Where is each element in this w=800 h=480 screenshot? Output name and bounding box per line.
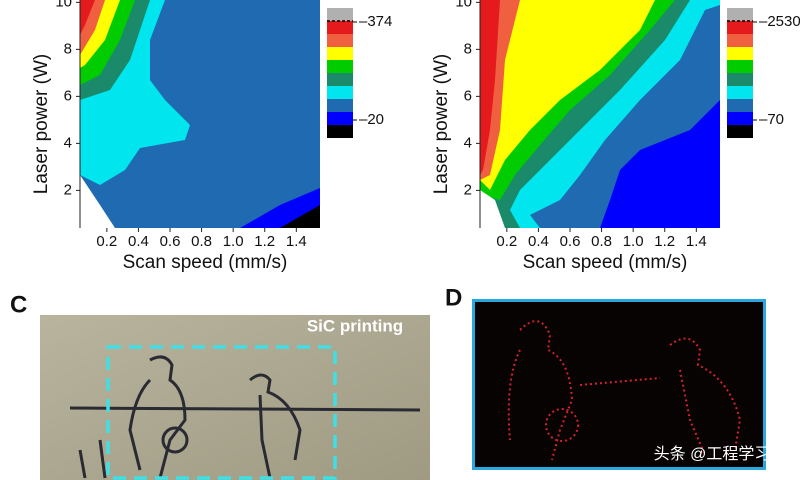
colorbar-swatch — [327, 47, 353, 60]
colorbar-swatch — [727, 60, 753, 73]
contour-map — [80, 0, 320, 228]
y-tick-label: 6 — [64, 87, 72, 104]
colorbar-swatch — [327, 60, 353, 73]
y-axis-label: Laser power (W) — [431, 54, 452, 194]
x-tick-label: 0.6 — [560, 233, 581, 250]
colorbar-swatch — [727, 47, 753, 60]
colorbar-swatch — [327, 99, 353, 112]
colorbar-swatch — [327, 86, 353, 99]
defect-map — [507, 320, 742, 461]
colorbar-swatch — [727, 125, 753, 138]
contour-map — [480, 0, 720, 228]
sketch — [69, 355, 421, 479]
x-axis-label: Scan speed (mm/s) — [123, 252, 288, 273]
x-tick-label: 0.6 — [160, 233, 181, 250]
y-tick-label: 2 — [64, 181, 72, 198]
x-tick-label: 1.0 — [623, 233, 644, 250]
colorbar-swatch — [727, 86, 753, 99]
x-tick-label: 1.4 — [286, 233, 307, 250]
x-tick-label: 0.2 — [496, 233, 517, 250]
x-tick-label: 1.4 — [686, 233, 707, 250]
colorbar-swatch — [327, 112, 353, 125]
colorbar-label: –2530 — [759, 13, 800, 30]
colorbar-swatch — [327, 34, 353, 47]
y-tick-label: 8 — [64, 40, 72, 57]
colorbar-swatch — [727, 34, 753, 47]
x-tick-label: 0.8 — [591, 233, 612, 250]
colorbar-swatch — [327, 73, 353, 86]
x-tick-label: 1.2 — [654, 233, 675, 250]
y-tick-label: 4 — [64, 134, 72, 151]
y-tick-label: 2 — [464, 181, 472, 198]
y-tick-label: 4 — [464, 134, 472, 151]
image-panel — [472, 299, 766, 470]
panel-letter: D — [445, 284, 462, 311]
colorbar-swatch — [327, 8, 353, 21]
colorbar-swatch — [727, 112, 753, 125]
colorbar-label: –374 — [359, 13, 392, 30]
colorbar-swatch — [327, 21, 353, 34]
colorbar-swatch — [727, 99, 753, 112]
x-tick-label: 0.4 — [128, 233, 149, 250]
colorbar-swatch — [727, 8, 753, 21]
colorbar-label: –70 — [759, 111, 784, 128]
x-tick-label: 0.8 — [191, 233, 212, 250]
colorbar-swatch — [727, 21, 753, 34]
photo — [40, 315, 430, 480]
x-tick-label: 1.2 — [254, 233, 275, 250]
colorbar-swatch — [727, 73, 753, 86]
watermark: 头条 @工程学习 — [654, 445, 771, 463]
y-tick-label: 10 — [455, 0, 472, 10]
y-tick-label: 8 — [464, 40, 472, 57]
colorbar-swatch — [327, 125, 353, 138]
selection-box — [106, 345, 337, 480]
y-axis-label: Laser power (W) — [31, 54, 52, 194]
y-tick-label: 10 — [55, 0, 72, 10]
y-tick-label: 6 — [464, 87, 472, 104]
x-axis-label: Scan speed (mm/s) — [523, 252, 688, 273]
x-tick-label: 0.4 — [528, 233, 549, 250]
panel-letter: C — [10, 291, 27, 318]
x-tick-label: 0.2 — [96, 233, 117, 250]
x-tick-label: 1.0 — [223, 233, 244, 250]
caption: SiC printing — [307, 316, 403, 335]
colorbar-label: –20 — [359, 111, 384, 128]
